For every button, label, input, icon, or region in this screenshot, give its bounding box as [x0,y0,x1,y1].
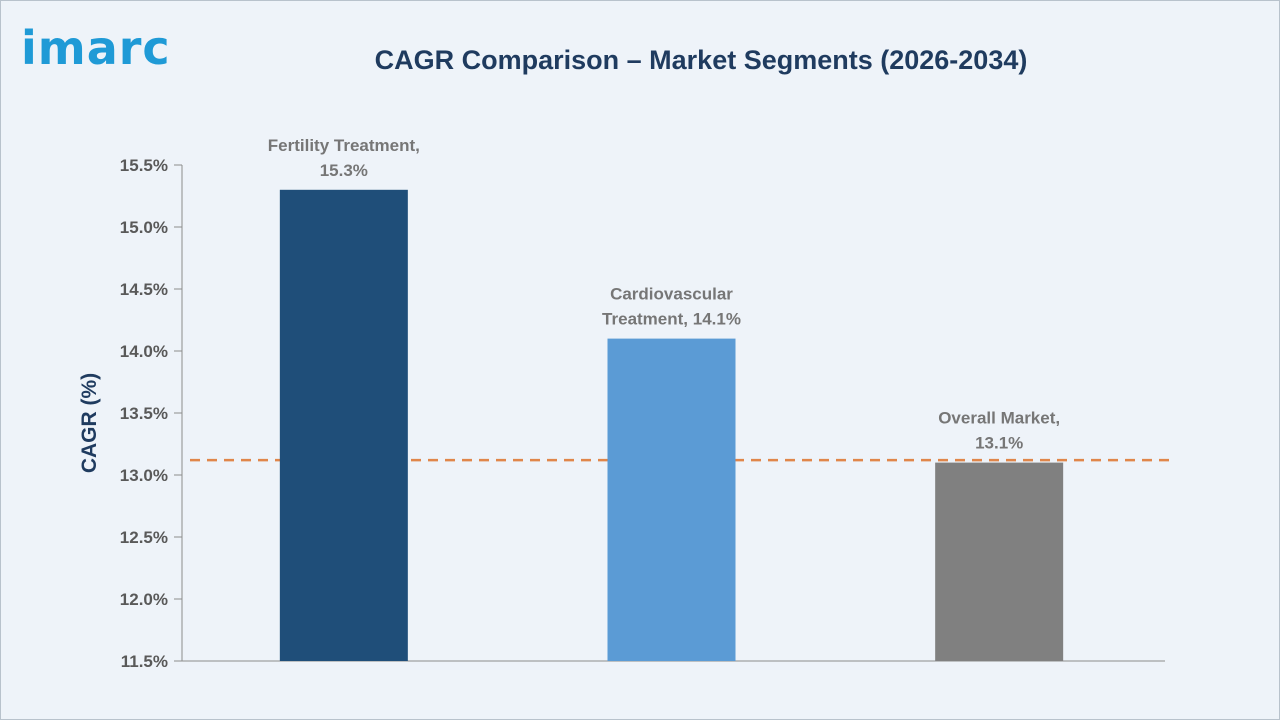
y-axis-title: CAGR (%) [78,373,101,473]
data-label: Treatment, 14.1% [602,310,741,329]
y-tick-label: 11.5% [121,652,168,671]
y-tick-label: 12.0% [120,590,168,609]
y-tick-label: 13.5% [120,404,168,423]
y-tick-label: 15.5% [120,156,168,175]
data-label: 15.3% [320,161,368,180]
bar-cardiovascular-treatment [607,338,736,661]
data-label: 13.1% [975,434,1023,453]
data-label: Fertility Treatment, [268,136,420,155]
data-label: Cardiovascular [610,285,733,304]
y-tick-label: 14.0% [120,342,168,361]
chart-title: CAGR Comparison – Market Segments (2026-… [374,45,1028,75]
y-tick-label: 12.5% [120,528,168,547]
bar-fertility-treatment [279,189,408,662]
y-tick-label: 14.5% [120,280,168,299]
y-tick-label: 13.0% [120,466,168,485]
data-label: Overall Market, [938,409,1060,428]
y-tick-label: 15.0% [120,218,168,237]
bar-overall-market [935,462,1064,661]
imarc-logo: imarc [21,21,171,75]
